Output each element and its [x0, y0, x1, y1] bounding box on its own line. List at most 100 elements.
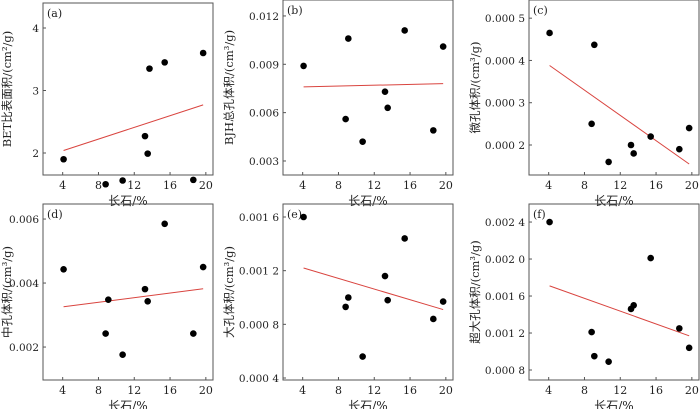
x-axis-label: 长石/% — [108, 194, 147, 208]
data-point — [627, 141, 635, 149]
data-point — [685, 124, 693, 132]
y-tick-label: 0.000 2 — [485, 140, 525, 152]
y-tick-label: 0.000 8 — [239, 319, 279, 331]
data-point — [430, 315, 437, 323]
panel-b: 4 8 12 16 20 0.003 0.006 0.009 0.012 长石/% BJH总孔体积/… — [222, 0, 454, 208]
y-tick-label: 0.001 2 — [485, 328, 525, 340]
panel-c: 4 8 12 16 20 0.000 2 0.000 3 0.000 4 0.000 5 长石/%… — [468, 0, 700, 208]
data-point — [647, 254, 654, 262]
y-tick-label: 0.004 — [9, 278, 39, 290]
data-point — [546, 218, 553, 226]
y-tick-label: 0.000 8 — [485, 365, 525, 377]
y-axis-label: 超大孔体积/(cm³/g) — [468, 240, 482, 344]
x-tick-label: 20 — [439, 179, 453, 192]
panel-e: 4 8 12 16 20 0.000 4 0.000 8 0.001 2 0.001 6 长石/%… — [222, 203, 454, 409]
x-tick-label: 16 — [163, 384, 177, 397]
x-tick-label: 8 — [581, 179, 588, 192]
panel-label: (c) — [533, 4, 548, 17]
panel-label: (b) — [287, 4, 303, 17]
panel-label: (e) — [287, 208, 302, 221]
data-point — [384, 104, 391, 112]
plot-frame — [42, 2, 214, 176]
data-point — [342, 115, 349, 123]
data-point — [141, 285, 149, 293]
x-axis-label: 长石/% — [348, 194, 387, 208]
y-tick-label: 0.012 — [249, 11, 279, 23]
data-point — [359, 138, 366, 145]
data-point — [161, 59, 168, 66]
data-point — [430, 127, 437, 134]
data-point — [342, 303, 349, 311]
y-tick-label: 4 — [32, 23, 39, 35]
x-tick-label: 20 — [685, 179, 699, 192]
fit-line — [63, 288, 204, 308]
data-point — [685, 344, 693, 352]
fit-line — [549, 65, 690, 165]
x-tick-label: 16 — [403, 179, 417, 192]
panel-a: 4 8 12 16 20 2 3 4 长石/% BET比表面积/(cm²/g) (a) — [0, 2, 214, 208]
x-axis-label: 长石/% — [348, 399, 387, 409]
fit-line — [63, 104, 204, 151]
data-point — [439, 43, 447, 50]
data-point — [119, 351, 126, 359]
x-tick-label: 4 — [299, 179, 306, 192]
data-point — [401, 27, 408, 34]
data-point — [676, 325, 683, 332]
plot-frame — [528, 203, 700, 381]
data-point — [591, 41, 598, 49]
x-tick-label: 12 — [127, 384, 141, 397]
data-point — [102, 180, 109, 188]
y-tick-label: 0.001 2 — [239, 266, 279, 278]
fit-line — [549, 285, 690, 337]
x-tick-label: 16 — [649, 179, 663, 192]
x-tick-label: 20 — [439, 384, 453, 397]
y-tick-label: 0.000 3 — [485, 98, 525, 110]
data-point — [401, 235, 408, 242]
data-point — [605, 358, 612, 365]
fit-line — [303, 83, 444, 88]
y-tick-label: 0.002 0 — [485, 254, 525, 266]
y-tick-label: 0.000 5 — [485, 13, 525, 25]
data-point — [199, 49, 207, 57]
y-tick-label: 0.001 6 — [485, 291, 525, 303]
y-tick-label: 0.009 — [249, 59, 279, 71]
x-tick-label: 8 — [335, 384, 342, 397]
x-tick-label: 20 — [199, 179, 213, 192]
x-tick-label: 16 — [403, 384, 417, 397]
y-tick-label: 0.002 4 — [485, 217, 525, 229]
x-axis-label: 长石/% — [108, 399, 147, 409]
panel-f: 4 8 12 16 20 0.000 8 0.001 2 0.001 6 0.002 0 0.00… — [468, 203, 700, 409]
y-tick-label: 0.002 — [9, 342, 39, 354]
y-axis-label: BET比表面积/(cm²/g) — [0, 31, 14, 148]
data-point — [161, 220, 168, 228]
data-point — [605, 158, 612, 166]
x-tick-label: 4 — [545, 384, 552, 397]
panel-label: (d) — [47, 208, 63, 221]
data-point — [359, 353, 366, 360]
data-point — [588, 328, 595, 336]
y-axis-label: 微孔体积/(cm³/g) — [468, 41, 482, 133]
plot-frame — [282, 0, 454, 176]
data-point — [546, 29, 553, 37]
x-tick-label: 4 — [59, 384, 66, 397]
data-point — [300, 213, 307, 221]
data-point — [345, 35, 352, 42]
data-point — [647, 133, 654, 140]
data-point — [676, 145, 683, 153]
data-point — [190, 330, 197, 337]
x-tick-label: 20 — [199, 384, 213, 397]
x-tick-label: 12 — [367, 384, 381, 397]
x-tick-label: 8 — [581, 384, 588, 397]
x-tick-label: 12 — [613, 179, 627, 192]
y-tick-label: 0.003 — [249, 156, 279, 168]
data-point — [591, 352, 598, 360]
y-tick-label: 3 — [32, 86, 39, 98]
x-tick-label: 20 — [685, 384, 699, 397]
data-point — [119, 177, 126, 184]
y-tick-label: 0.006 — [9, 214, 39, 226]
fit-line — [303, 267, 444, 311]
y-tick-label: 0.006 — [249, 108, 279, 120]
data-point — [60, 265, 67, 273]
